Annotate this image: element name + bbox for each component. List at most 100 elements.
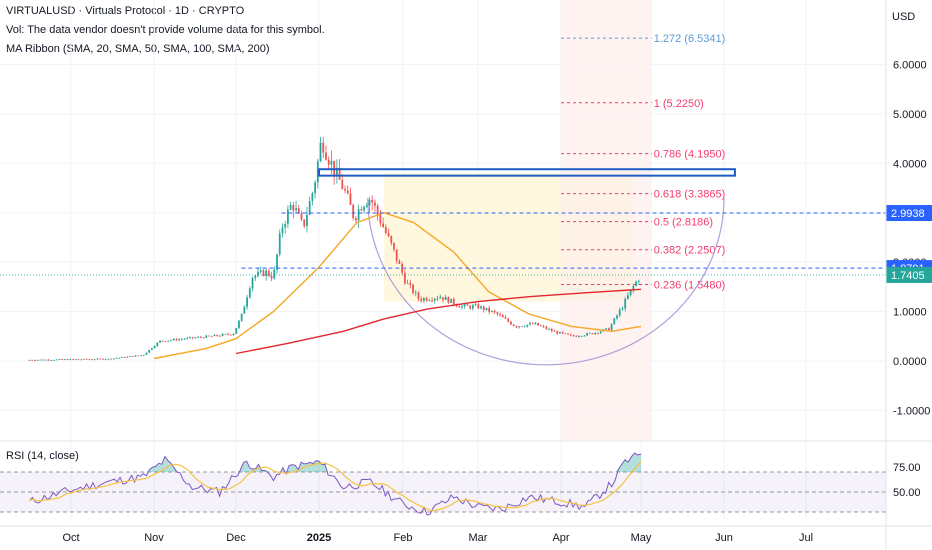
candle-body (352, 204, 355, 219)
candle-body (50, 360, 53, 361)
candle-body (632, 285, 635, 290)
candle-body (216, 334, 219, 336)
candle-body (289, 204, 292, 210)
candle-body (588, 333, 591, 334)
candle-body (341, 179, 344, 190)
candle-body (69, 359, 72, 360)
candle-body (107, 358, 110, 360)
candle-body (254, 275, 257, 278)
candle-body (436, 298, 439, 300)
candle-body (42, 359, 44, 361)
candle-body (355, 218, 357, 221)
candle-body (390, 235, 393, 243)
candle-body (262, 270, 265, 277)
candle-body (556, 331, 559, 334)
candle-body (186, 337, 189, 339)
candle-body (134, 355, 137, 357)
candle-body (248, 288, 251, 298)
rsi-tick-label: 50.00 (893, 487, 921, 499)
candle-body (265, 270, 268, 277)
candle-body (512, 324, 515, 326)
candle-body (240, 313, 243, 321)
candle-body (368, 199, 371, 206)
volume-note: Vol: The data vendor doesn't provide vol… (6, 24, 325, 36)
candle-body (219, 335, 221, 337)
candle-body (572, 335, 575, 337)
price-tag-label: 2.9938 (891, 208, 925, 220)
candle-body (61, 359, 64, 360)
candle-body (379, 214, 382, 224)
sma50-line (153, 211, 642, 360)
candle-body (618, 309, 621, 316)
candle-body (178, 339, 180, 341)
fib-label: 1 (5.2250) (654, 98, 704, 110)
candle-body (523, 326, 526, 328)
candle-body (504, 317, 507, 319)
candle-body (330, 160, 333, 165)
candle-body (403, 272, 406, 284)
moving-averages (153, 211, 642, 360)
candle-body (374, 202, 376, 206)
candle-body (104, 359, 107, 361)
candle-body (398, 260, 401, 264)
fib-label: 0.786 (4.1950) (654, 149, 726, 161)
currency-label: USD (892, 11, 915, 23)
candle-body (58, 359, 61, 360)
price-tick-label: 0.0000 (893, 356, 927, 368)
candle-body (539, 325, 542, 327)
candle-body (395, 249, 398, 261)
time-tick-label: 2025 (307, 532, 331, 544)
candle-body (409, 282, 412, 285)
candle-body (31, 359, 34, 361)
candle-body (447, 297, 450, 303)
ma-ribbon-legend[interactable]: MA Ribbon (SMA, 20, SMA, 50, SMA, 100, S… (6, 43, 270, 55)
candle-body (273, 269, 276, 279)
candle-body (308, 201, 311, 215)
candle-body (406, 282, 409, 284)
time-tick-label: Oct (62, 532, 79, 544)
time-tick-label: Nov (144, 532, 164, 544)
candle-body (292, 204, 295, 211)
candle-body (314, 182, 316, 194)
candle-body (607, 328, 610, 331)
candle-body (433, 298, 436, 301)
candle-body (251, 277, 254, 289)
fib-label: 0.236 (1.5480) (654, 279, 726, 291)
candle-body (605, 328, 608, 330)
candle-body (488, 307, 491, 312)
candle-body (567, 333, 569, 335)
candle-body (439, 297, 442, 299)
candle-body (227, 333, 229, 335)
candle-body (191, 337, 194, 339)
candle-body (621, 308, 624, 310)
candle-body (629, 289, 632, 296)
candle-body (175, 338, 178, 341)
date-range-highlight (561, 0, 652, 440)
candle-body (208, 335, 210, 337)
candle-body (627, 295, 629, 300)
candle-body (545, 326, 548, 330)
rsi-ma-line (29, 461, 642, 512)
price-tag-label: 1.7405 (891, 270, 925, 282)
candle-body (164, 341, 167, 342)
candle-body (466, 304, 469, 306)
candle-body (624, 299, 627, 309)
fibonacci-levels: 1.272 (6.5341) 1 (5.2250) 0.786 (4.1950) 0.… (561, 33, 725, 291)
candle-body (520, 326, 523, 328)
candle-body (205, 335, 208, 338)
candle-body (499, 314, 501, 316)
candle-body (243, 306, 246, 314)
candle-body (47, 359, 50, 361)
candle-body (235, 327, 238, 334)
candle-body (131, 356, 134, 357)
candle-body (319, 142, 322, 162)
candle-body (477, 304, 480, 309)
candle-body (63, 359, 66, 361)
candle-body (338, 167, 341, 180)
candle-body (597, 332, 599, 334)
candle-body (463, 304, 466, 307)
candle-body (72, 359, 74, 360)
candle-body (161, 340, 164, 342)
rsi-tick-label: 75.00 (893, 462, 921, 474)
